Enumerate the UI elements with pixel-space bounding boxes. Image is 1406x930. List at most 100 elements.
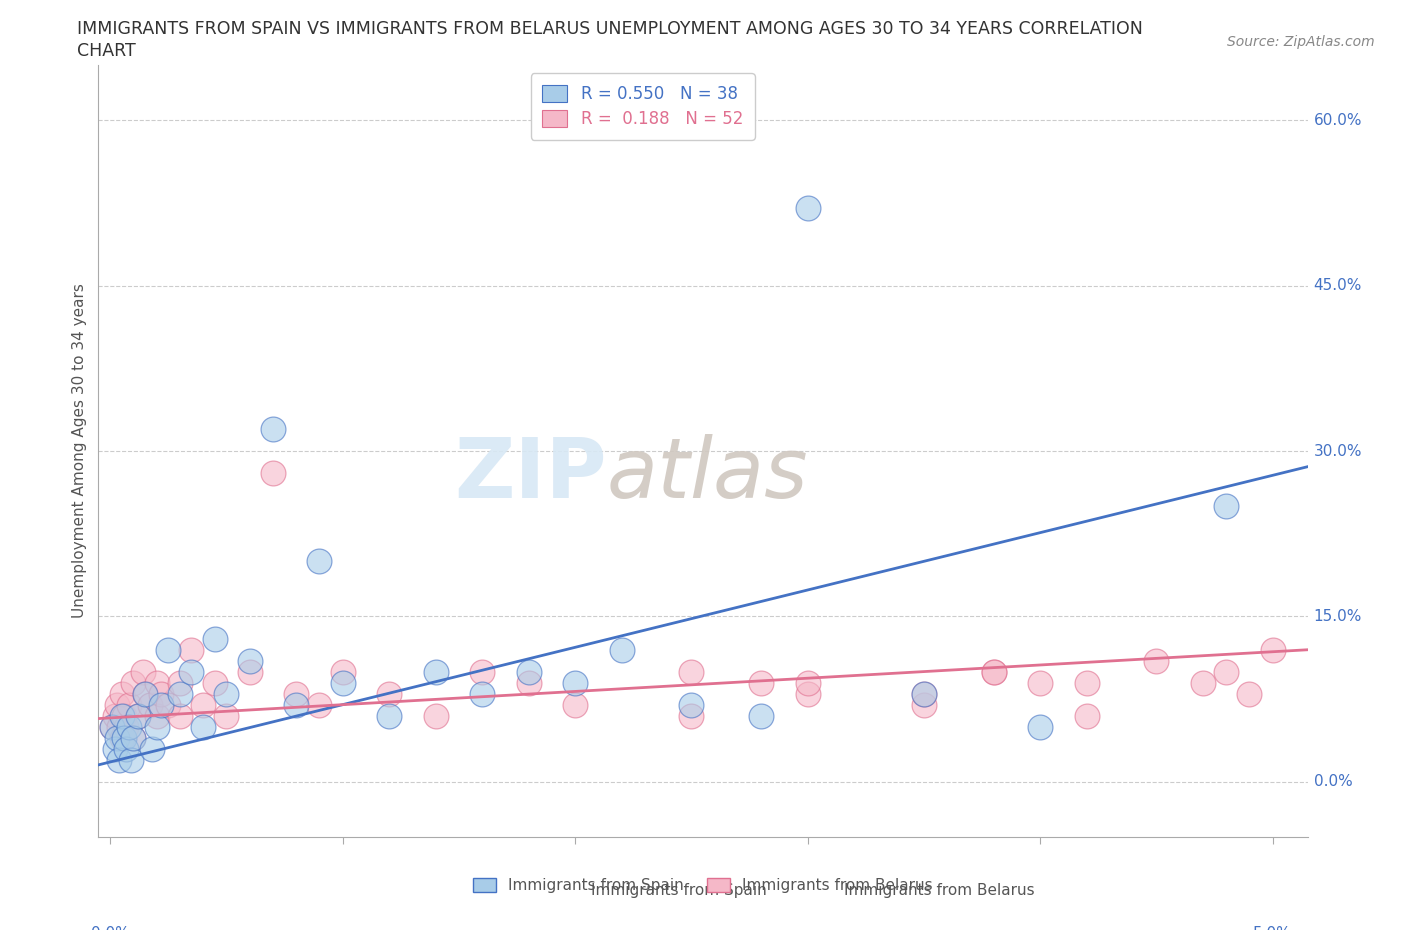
Text: 15.0%: 15.0% <box>1313 609 1362 624</box>
Point <box>471 686 494 701</box>
Point <box>169 675 191 690</box>
Point <box>145 709 167 724</box>
Point <box>131 664 153 679</box>
Point <box>1239 686 1261 701</box>
Point <box>150 686 173 701</box>
Point <box>169 686 191 701</box>
Point <box>471 664 494 679</box>
Point <box>180 664 202 679</box>
Point <box>204 631 226 646</box>
Point <box>425 664 447 679</box>
Point <box>191 698 214 712</box>
Point <box>796 201 818 216</box>
Point <box>749 709 772 724</box>
Point <box>285 686 308 701</box>
Point <box>127 709 149 724</box>
Point <box>108 719 131 734</box>
Point <box>115 741 138 756</box>
Point <box>308 554 330 569</box>
Point <box>749 675 772 690</box>
Point <box>108 752 131 767</box>
Point <box>118 698 141 712</box>
Point <box>150 698 173 712</box>
Text: IMMIGRANTS FROM SPAIN VS IMMIGRANTS FROM BELARUS UNEMPLOYMENT AMONG AGES 30 TO 3: IMMIGRANTS FROM SPAIN VS IMMIGRANTS FROM… <box>77 20 1143 38</box>
Point <box>517 675 540 690</box>
Point <box>983 664 1005 679</box>
Point <box>681 709 703 724</box>
Point <box>112 709 135 724</box>
Text: Immigrants from Belarus: Immigrants from Belarus <box>844 884 1035 898</box>
Point <box>157 698 180 712</box>
Legend: Immigrants from Spain, Immigrants from Belarus: Immigrants from Spain, Immigrants from B… <box>467 871 939 899</box>
Text: 60.0%: 60.0% <box>1313 113 1362 127</box>
Point <box>912 686 935 701</box>
Point <box>796 686 818 701</box>
Point <box>111 730 134 745</box>
Text: 5.0%: 5.0% <box>1253 926 1292 930</box>
Point <box>138 698 160 712</box>
Point <box>111 709 134 724</box>
Point <box>239 664 262 679</box>
Point <box>564 675 586 690</box>
Point <box>111 686 134 701</box>
Text: 45.0%: 45.0% <box>1313 278 1362 293</box>
Point <box>239 653 262 668</box>
Text: 0.0%: 0.0% <box>90 926 129 930</box>
Point <box>104 741 127 756</box>
Point <box>204 675 226 690</box>
Point <box>796 675 818 690</box>
Point <box>1144 653 1167 668</box>
Point <box>180 642 202 657</box>
Text: CHART: CHART <box>77 42 136 60</box>
Point <box>1076 709 1098 724</box>
Point <box>517 664 540 679</box>
Point <box>564 698 586 712</box>
Point <box>169 709 191 724</box>
Point <box>215 686 238 701</box>
Point <box>378 709 401 724</box>
Point <box>1029 719 1052 734</box>
Text: Immigrants from Spain: Immigrants from Spain <box>591 884 766 898</box>
Point <box>378 686 401 701</box>
Point <box>262 466 284 481</box>
Point <box>1076 675 1098 690</box>
Point <box>122 730 145 745</box>
Point <box>215 709 238 724</box>
Point <box>127 709 149 724</box>
Point <box>145 675 167 690</box>
Point <box>112 730 135 745</box>
Point <box>120 752 142 767</box>
Point <box>262 421 284 436</box>
Point <box>1192 675 1215 690</box>
Point <box>101 719 124 734</box>
Legend: R = 0.550   N = 38, R =  0.188   N = 52: R = 0.550 N = 38, R = 0.188 N = 52 <box>530 73 755 140</box>
Text: Source: ZipAtlas.com: Source: ZipAtlas.com <box>1227 35 1375 49</box>
Point <box>1215 664 1237 679</box>
Point <box>1261 642 1284 657</box>
Text: atlas: atlas <box>606 433 808 514</box>
Point <box>122 730 145 745</box>
Point <box>101 719 124 734</box>
Point <box>308 698 330 712</box>
Point <box>610 642 633 657</box>
Point <box>105 698 128 712</box>
Point <box>1029 675 1052 690</box>
Text: 30.0%: 30.0% <box>1313 444 1362 458</box>
Point <box>115 719 138 734</box>
Point <box>332 675 354 690</box>
Y-axis label: Unemployment Among Ages 30 to 34 years: Unemployment Among Ages 30 to 34 years <box>72 284 87 618</box>
Point <box>912 686 935 701</box>
Text: 0.0%: 0.0% <box>1313 775 1353 790</box>
Point <box>285 698 308 712</box>
Point <box>983 664 1005 679</box>
Point <box>191 719 214 734</box>
Point <box>105 730 128 745</box>
Point <box>104 709 127 724</box>
Point <box>122 675 145 690</box>
Point <box>681 664 703 679</box>
Point <box>134 686 156 701</box>
Point <box>332 664 354 679</box>
Point <box>118 719 141 734</box>
Point <box>157 642 180 657</box>
Text: ZIP: ZIP <box>454 433 606 514</box>
